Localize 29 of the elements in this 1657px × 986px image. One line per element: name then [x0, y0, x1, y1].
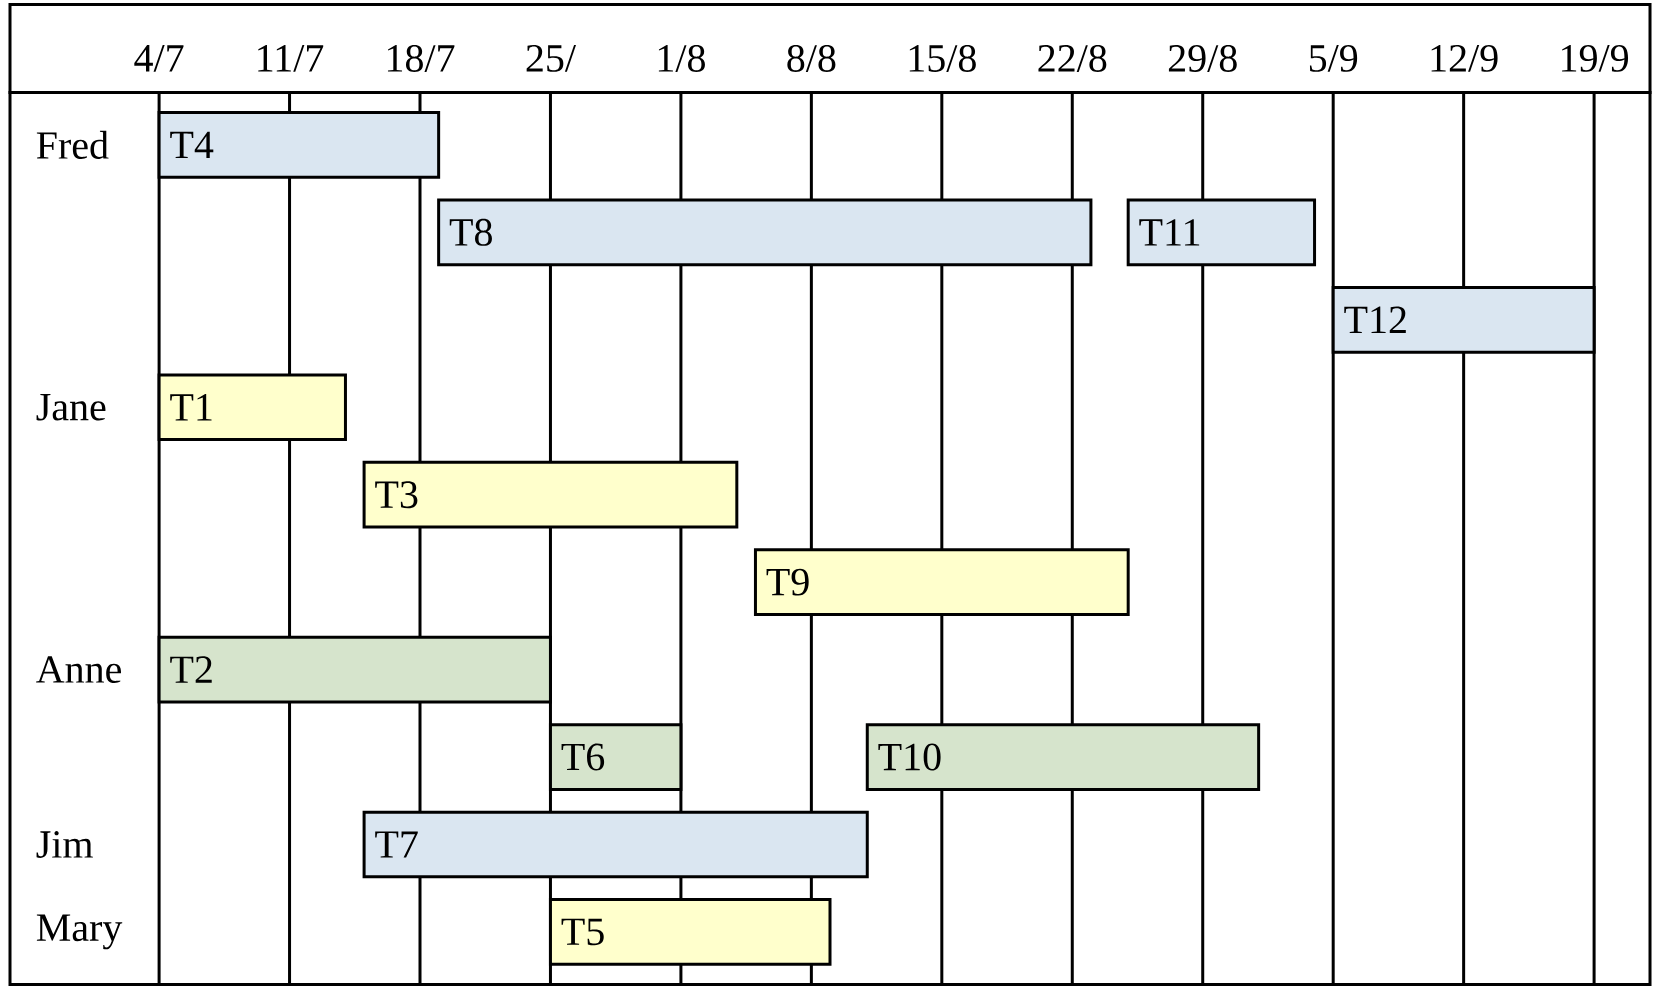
x-tick-label: 11/7 — [258, 45, 324, 72]
x-tick-label: 12/9 — [1431, 44, 1498, 72]
x-tick-label: 19/9 — [1562, 44, 1629, 72]
x-tick-label: 15/8 — [909, 44, 976, 72]
series-label: T7 — [375, 831, 418, 858]
y-tick-label: Fred — [36, 130, 109, 159]
series-label: T12 — [1344, 306, 1406, 334]
x-tick-label: 18/7 — [387, 44, 455, 72]
y-tick-label: Jane — [36, 393, 106, 421]
series-label: T4 — [170, 131, 214, 159]
x-tick-label: 1/8 — [658, 44, 705, 72]
series-label: T11 — [1139, 219, 1200, 246]
y-tick-label: Anne — [36, 656, 121, 683]
x-tick-label: 22/8 — [1038, 44, 1107, 72]
x-tick-label: 25/ — [526, 44, 577, 72]
series-label: T3 — [375, 481, 418, 509]
x-tick-label: 29/8 — [1168, 44, 1237, 72]
y-tick-label: Jim — [36, 831, 93, 858]
x-tick-label: 5/9 — [1309, 44, 1358, 72]
series-label: T6 — [561, 743, 605, 771]
x-tick-label: 8/8 — [787, 44, 836, 72]
series-label: T9 — [766, 568, 809, 596]
series-label: T10 — [878, 743, 941, 771]
series-label: T5 — [561, 918, 604, 946]
series-label: T1 — [170, 394, 212, 421]
series-label: T2 — [170, 656, 212, 683]
series-label: T8 — [449, 218, 492, 246]
x-tick-label: 4/7 — [134, 45, 184, 72]
y-tick-label: Mary — [36, 914, 123, 950]
